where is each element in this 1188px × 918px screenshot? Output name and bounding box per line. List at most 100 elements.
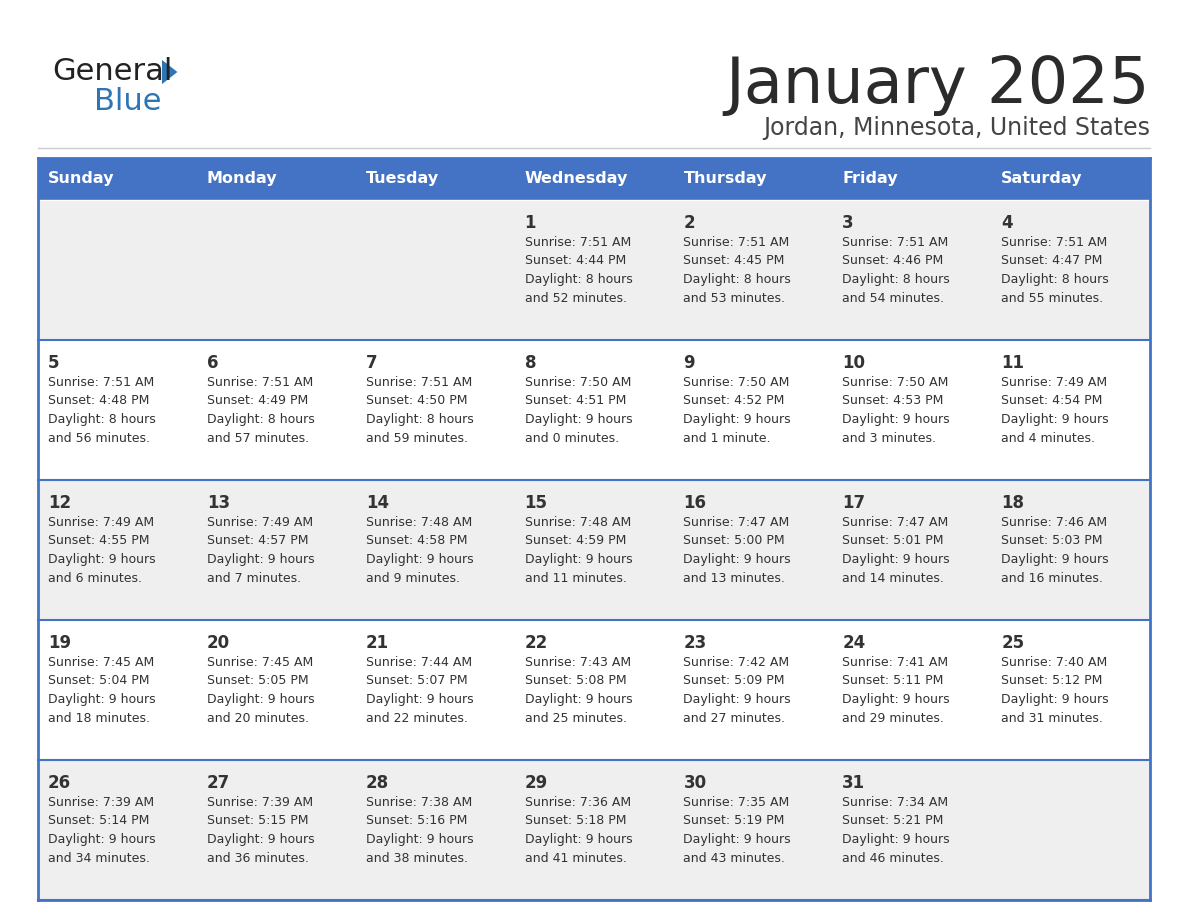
Text: and 20 minutes.: and 20 minutes. bbox=[207, 711, 309, 724]
Text: Daylight: 9 hours: Daylight: 9 hours bbox=[525, 833, 632, 846]
Text: and 57 minutes.: and 57 minutes. bbox=[207, 431, 309, 444]
Text: Sunset: 5:04 PM: Sunset: 5:04 PM bbox=[48, 675, 150, 688]
Text: Daylight: 8 hours: Daylight: 8 hours bbox=[1001, 273, 1108, 286]
Text: Sunset: 4:52 PM: Sunset: 4:52 PM bbox=[683, 395, 785, 408]
Text: Sunrise: 7:35 AM: Sunrise: 7:35 AM bbox=[683, 796, 790, 809]
Text: Saturday: Saturday bbox=[1001, 172, 1082, 186]
Text: Sunset: 5:19 PM: Sunset: 5:19 PM bbox=[683, 814, 785, 827]
Text: Daylight: 9 hours: Daylight: 9 hours bbox=[1001, 413, 1108, 426]
Text: Daylight: 8 hours: Daylight: 8 hours bbox=[366, 413, 474, 426]
Text: Sunrise: 7:47 AM: Sunrise: 7:47 AM bbox=[842, 516, 948, 529]
Text: Daylight: 9 hours: Daylight: 9 hours bbox=[525, 413, 632, 426]
Text: Sunset: 5:15 PM: Sunset: 5:15 PM bbox=[207, 814, 309, 827]
Text: Sunset: 4:46 PM: Sunset: 4:46 PM bbox=[842, 254, 943, 267]
Text: and 13 minutes.: and 13 minutes. bbox=[683, 572, 785, 585]
Text: 11: 11 bbox=[1001, 354, 1024, 372]
Text: Sunrise: 7:49 AM: Sunrise: 7:49 AM bbox=[207, 516, 312, 529]
Text: 20: 20 bbox=[207, 634, 230, 652]
Text: Sunrise: 7:42 AM: Sunrise: 7:42 AM bbox=[683, 656, 790, 669]
Text: Sunset: 4:54 PM: Sunset: 4:54 PM bbox=[1001, 395, 1102, 408]
Text: 12: 12 bbox=[48, 494, 71, 512]
Text: 13: 13 bbox=[207, 494, 230, 512]
Bar bbox=[38, 760, 1150, 900]
Text: Daylight: 8 hours: Daylight: 8 hours bbox=[683, 273, 791, 286]
Text: 31: 31 bbox=[842, 774, 865, 792]
Text: Daylight: 9 hours: Daylight: 9 hours bbox=[842, 553, 950, 566]
Text: Sunset: 4:45 PM: Sunset: 4:45 PM bbox=[683, 254, 785, 267]
Text: Daylight: 9 hours: Daylight: 9 hours bbox=[366, 833, 473, 846]
Text: January 2025: January 2025 bbox=[726, 54, 1150, 116]
Text: Wednesday: Wednesday bbox=[525, 172, 628, 186]
Text: Sunrise: 7:45 AM: Sunrise: 7:45 AM bbox=[207, 656, 314, 669]
Text: 4: 4 bbox=[1001, 214, 1012, 232]
Text: 6: 6 bbox=[207, 354, 219, 372]
Text: 5: 5 bbox=[48, 354, 59, 372]
Text: and 29 minutes.: and 29 minutes. bbox=[842, 711, 944, 724]
Text: Sunrise: 7:51 AM: Sunrise: 7:51 AM bbox=[48, 376, 154, 389]
Text: Sunset: 5:11 PM: Sunset: 5:11 PM bbox=[842, 675, 943, 688]
Text: Sunset: 5:14 PM: Sunset: 5:14 PM bbox=[48, 814, 150, 827]
Text: Sunrise: 7:50 AM: Sunrise: 7:50 AM bbox=[525, 376, 631, 389]
Text: Daylight: 9 hours: Daylight: 9 hours bbox=[842, 413, 950, 426]
Text: Daylight: 9 hours: Daylight: 9 hours bbox=[48, 833, 156, 846]
Text: 16: 16 bbox=[683, 494, 707, 512]
Text: Sunrise: 7:34 AM: Sunrise: 7:34 AM bbox=[842, 796, 948, 809]
Text: and 59 minutes.: and 59 minutes. bbox=[366, 431, 468, 444]
Text: Sunrise: 7:39 AM: Sunrise: 7:39 AM bbox=[48, 796, 154, 809]
Text: Daylight: 9 hours: Daylight: 9 hours bbox=[525, 553, 632, 566]
Text: Blue: Blue bbox=[94, 87, 162, 117]
Text: 19: 19 bbox=[48, 634, 71, 652]
Text: Sunset: 4:58 PM: Sunset: 4:58 PM bbox=[366, 534, 467, 547]
Text: 27: 27 bbox=[207, 774, 230, 792]
Text: Daylight: 8 hours: Daylight: 8 hours bbox=[842, 273, 950, 286]
Text: Daylight: 9 hours: Daylight: 9 hours bbox=[683, 833, 791, 846]
Text: and 52 minutes.: and 52 minutes. bbox=[525, 292, 626, 305]
Text: and 6 minutes.: and 6 minutes. bbox=[48, 572, 143, 585]
Text: and 18 minutes.: and 18 minutes. bbox=[48, 711, 150, 724]
Text: 24: 24 bbox=[842, 634, 866, 652]
Text: Sunset: 4:59 PM: Sunset: 4:59 PM bbox=[525, 534, 626, 547]
Text: Sunrise: 7:51 AM: Sunrise: 7:51 AM bbox=[207, 376, 314, 389]
Text: Sunset: 4:47 PM: Sunset: 4:47 PM bbox=[1001, 254, 1102, 267]
Text: Daylight: 9 hours: Daylight: 9 hours bbox=[366, 693, 473, 706]
Text: Sunset: 5:12 PM: Sunset: 5:12 PM bbox=[1001, 675, 1102, 688]
Text: Monday: Monday bbox=[207, 172, 278, 186]
Text: Daylight: 9 hours: Daylight: 9 hours bbox=[842, 693, 950, 706]
Polygon shape bbox=[162, 60, 177, 84]
Bar bbox=[38, 340, 1150, 480]
Text: and 22 minutes.: and 22 minutes. bbox=[366, 711, 468, 724]
Text: Daylight: 8 hours: Daylight: 8 hours bbox=[48, 413, 156, 426]
Text: Sunset: 4:51 PM: Sunset: 4:51 PM bbox=[525, 395, 626, 408]
Text: Sunrise: 7:36 AM: Sunrise: 7:36 AM bbox=[525, 796, 631, 809]
Text: 8: 8 bbox=[525, 354, 536, 372]
Text: and 0 minutes.: and 0 minutes. bbox=[525, 431, 619, 444]
Text: Daylight: 8 hours: Daylight: 8 hours bbox=[525, 273, 632, 286]
Text: Sunset: 5:05 PM: Sunset: 5:05 PM bbox=[207, 675, 309, 688]
Text: 14: 14 bbox=[366, 494, 388, 512]
Text: and 54 minutes.: and 54 minutes. bbox=[842, 292, 944, 305]
Text: Sunrise: 7:43 AM: Sunrise: 7:43 AM bbox=[525, 656, 631, 669]
Text: 3: 3 bbox=[842, 214, 854, 232]
Bar bbox=[38, 480, 1150, 620]
Text: Sunrise: 7:48 AM: Sunrise: 7:48 AM bbox=[525, 516, 631, 529]
Text: Sunset: 4:57 PM: Sunset: 4:57 PM bbox=[207, 534, 309, 547]
Text: 26: 26 bbox=[48, 774, 71, 792]
Text: 17: 17 bbox=[842, 494, 865, 512]
Text: Daylight: 9 hours: Daylight: 9 hours bbox=[48, 553, 156, 566]
Text: and 3 minutes.: and 3 minutes. bbox=[842, 431, 936, 444]
Text: 22: 22 bbox=[525, 634, 548, 652]
Text: Sunrise: 7:51 AM: Sunrise: 7:51 AM bbox=[842, 236, 948, 249]
Text: Sunset: 5:01 PM: Sunset: 5:01 PM bbox=[842, 534, 943, 547]
Text: Sunrise: 7:50 AM: Sunrise: 7:50 AM bbox=[842, 376, 949, 389]
Text: 21: 21 bbox=[366, 634, 388, 652]
Bar bbox=[38, 620, 1150, 760]
Text: Sunset: 5:00 PM: Sunset: 5:00 PM bbox=[683, 534, 785, 547]
Text: Sunset: 5:08 PM: Sunset: 5:08 PM bbox=[525, 675, 626, 688]
Text: and 16 minutes.: and 16 minutes. bbox=[1001, 572, 1102, 585]
Text: Sunset: 5:21 PM: Sunset: 5:21 PM bbox=[842, 814, 943, 827]
Text: 29: 29 bbox=[525, 774, 548, 792]
Text: Sunrise: 7:51 AM: Sunrise: 7:51 AM bbox=[1001, 236, 1107, 249]
Text: General: General bbox=[52, 58, 172, 86]
Text: Sunrise: 7:48 AM: Sunrise: 7:48 AM bbox=[366, 516, 472, 529]
Text: Sunset: 4:50 PM: Sunset: 4:50 PM bbox=[366, 395, 467, 408]
